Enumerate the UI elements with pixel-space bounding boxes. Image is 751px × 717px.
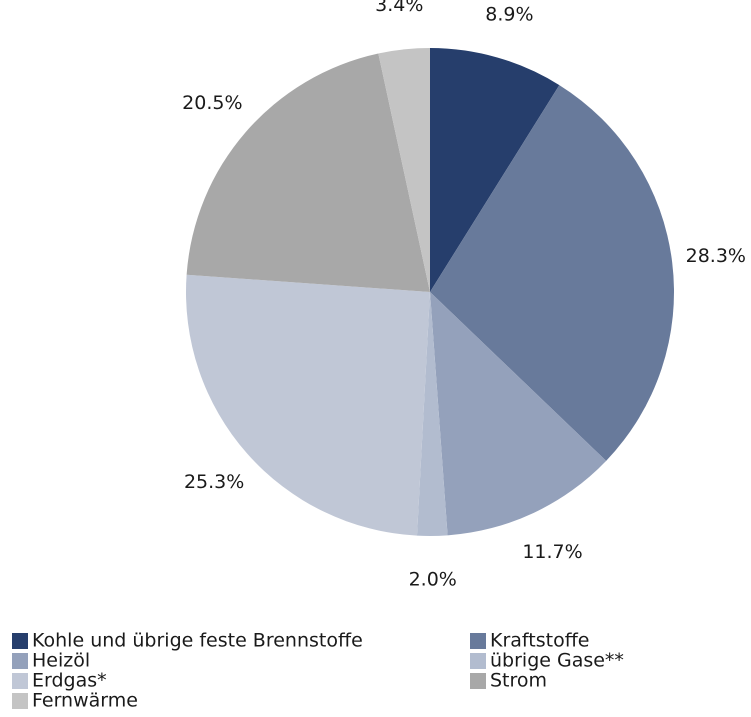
- legend-label: Kraftstoffe: [490, 630, 589, 652]
- data-label: 11.7%: [522, 541, 582, 563]
- data-label: 25.3%: [184, 471, 244, 493]
- pie-slice: [430, 48, 560, 292]
- pie-slice: [430, 292, 607, 536]
- legend-swatch: [12, 653, 28, 669]
- pie-slice: [416, 292, 448, 536]
- pie-slice: [378, 48, 430, 292]
- legend-swatch: [470, 653, 486, 669]
- pie-slice: [186, 274, 430, 536]
- legend-label: Erdgas*: [32, 670, 107, 692]
- legend-label: Fernwärme: [32, 690, 138, 712]
- data-label: 3.4%: [375, 0, 423, 16]
- legend-label: Strom: [490, 670, 547, 692]
- legend-swatch: [470, 673, 486, 689]
- legend-label: Heizöl: [32, 650, 90, 672]
- legend-label: übrige Gase**: [490, 650, 624, 672]
- data-label: 8.9%: [485, 4, 533, 26]
- data-label: 28.3%: [686, 245, 746, 267]
- legend-swatch: [12, 633, 28, 649]
- data-label: 2.0%: [409, 568, 457, 590]
- legend-swatch: [12, 673, 28, 689]
- data-label: 20.5%: [182, 92, 242, 114]
- pie-slice: [430, 85, 674, 461]
- legend-label: Kohle und übrige feste Brennstoffe: [32, 630, 363, 652]
- pie-slice: [186, 53, 430, 293]
- legend-swatch: [470, 633, 486, 649]
- legend-swatch: [12, 693, 28, 709]
